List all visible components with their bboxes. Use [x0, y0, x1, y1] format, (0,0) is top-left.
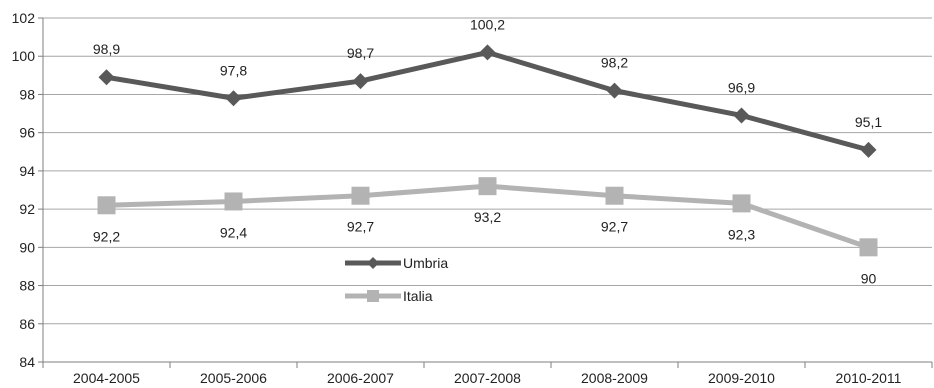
- data-label-umbria: 96,9: [728, 79, 755, 95]
- data-point-umbria: [479, 44, 496, 61]
- data-label-umbria: 98,9: [93, 41, 120, 57]
- x-axis-ticks: 2004-2005 2005-2006 2006-2007 2007-2008 2008…: [42, 362, 933, 386]
- legend-label-umbria: Umbria: [403, 255, 448, 271]
- x-tick-label: 2007-2008: [454, 370, 521, 386]
- data-point-umbria: [225, 90, 242, 107]
- data-point-italia: [224, 192, 243, 211]
- data-label-italia: 90: [861, 270, 877, 286]
- y-tick-label: 92: [19, 201, 35, 217]
- data-label-italia: 92,7: [601, 219, 628, 235]
- y-tick-label: 100: [12, 48, 36, 64]
- x-tick-label: 2010-2011: [836, 370, 902, 386]
- y-axis-ticks: 84 86 88 90 92 94 96 98 100 102: [12, 10, 43, 370]
- data-point-umbria: [733, 107, 750, 124]
- data-label-italia: 92,4: [220, 224, 247, 240]
- data-label-italia: 92,3: [728, 226, 755, 242]
- y-tick-label: 96: [19, 125, 35, 141]
- data-label-umbria: 95,1: [855, 114, 882, 130]
- x-tick-label: 2005-2006: [200, 370, 267, 386]
- x-tick-label: 2008-2009: [581, 370, 648, 386]
- data-point-italia: [605, 186, 624, 205]
- data-point-italia: [732, 194, 751, 213]
- data-point-italia: [97, 196, 116, 215]
- data-label-italia: 93,2: [474, 209, 501, 225]
- legend-marker-italia: [367, 290, 379, 302]
- data-label-umbria: 98,7: [347, 45, 374, 61]
- y-tick-label: 102: [12, 10, 36, 26]
- data-point-umbria: [352, 73, 369, 90]
- data-label-umbria: 98,2: [601, 55, 628, 71]
- data-labels: 98,9 97,8 98,7 100,2 98,2 96,9 95,1 92,2 92,4 92,…: [93, 16, 882, 286]
- data-point-umbria: [606, 82, 623, 99]
- data-point-italia: [478, 177, 497, 196]
- series-group: [97, 44, 878, 257]
- data-label-italia: 92,2: [93, 228, 120, 244]
- legend: Umbria Italia: [345, 255, 448, 304]
- y-tick-label: 84: [19, 354, 35, 370]
- x-tick-label: 2006-2007: [327, 370, 394, 386]
- y-tick-label: 90: [19, 239, 35, 255]
- y-tick-label: 86: [19, 316, 35, 332]
- data-label-umbria: 97,8: [220, 62, 247, 78]
- y-tick-label: 98: [19, 86, 35, 102]
- legend-label-italia: Italia: [403, 288, 433, 304]
- data-label-umbria: 100,2: [470, 16, 505, 32]
- data-point-umbria: [860, 141, 877, 158]
- data-point-umbria: [98, 69, 115, 86]
- data-label-italia: 92,7: [347, 219, 374, 235]
- x-tick-label: 2009-2010: [708, 370, 775, 386]
- y-tick-label: 88: [19, 278, 35, 294]
- data-point-italia: [351, 186, 370, 205]
- legend-marker-umbria: [367, 257, 379, 269]
- y-tick-label: 94: [19, 163, 35, 179]
- data-point-italia: [859, 238, 878, 257]
- axes: [42, 18, 932, 363]
- x-tick-label: 2004-2005: [73, 370, 140, 386]
